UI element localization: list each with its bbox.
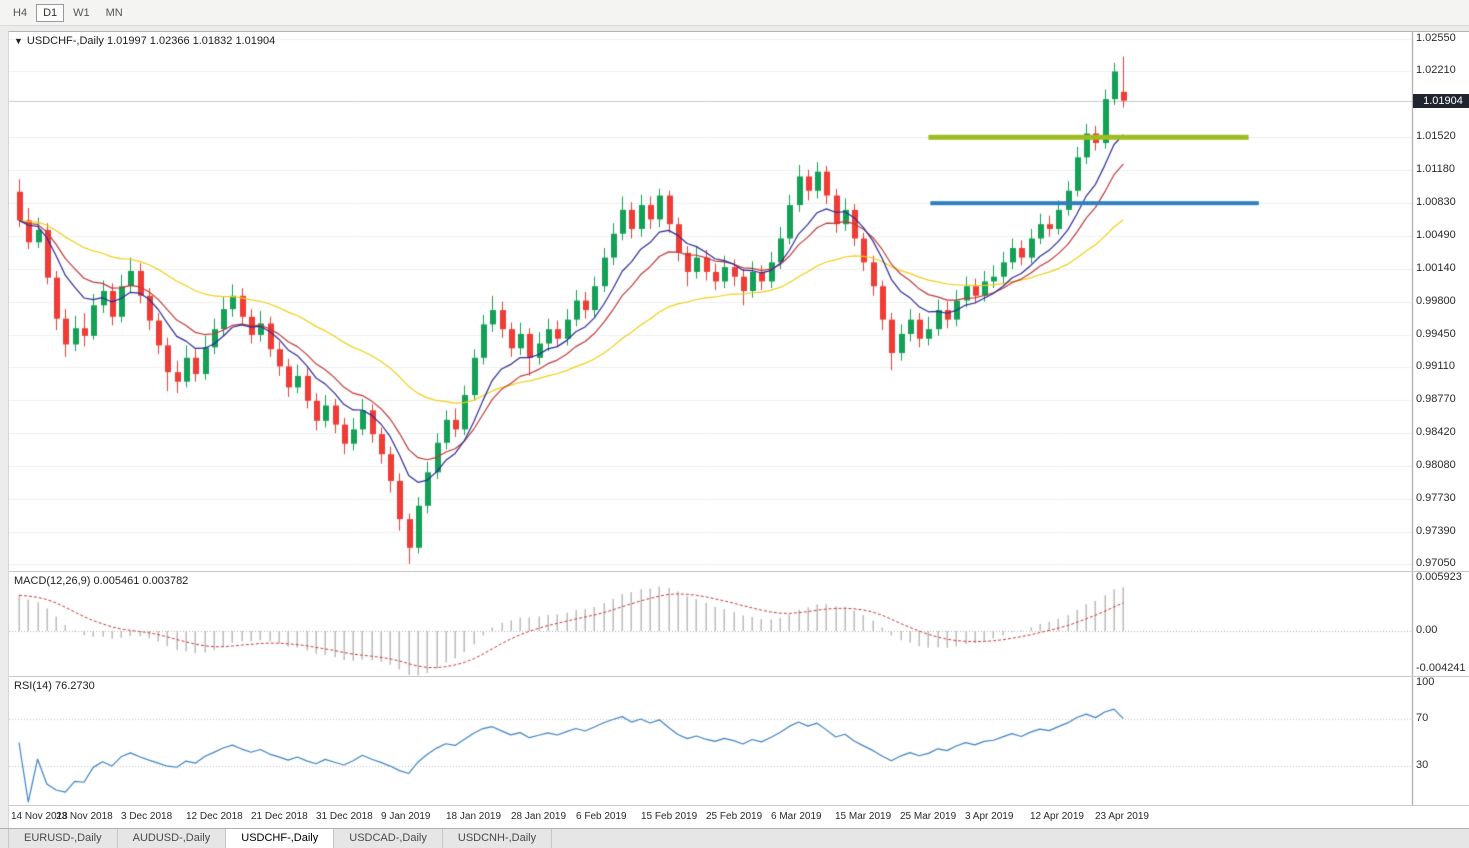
chart-title: ▼ USDCHF-,Daily 1.01997 1.02366 1.01832 1… [14, 35, 275, 47]
price-axis-label: 0.99800 [1416, 294, 1456, 307]
macd-values: 0.005461 0.003782 [93, 575, 189, 587]
panel-separator[interactable] [9, 676, 1469, 677]
price-axis-label: 1.02550 [1416, 32, 1456, 44]
price-axis-label: 0.97390 [1416, 524, 1456, 537]
current-price-badge: 1.01904 [1413, 93, 1469, 108]
panel-separator [9, 805, 1469, 806]
rsi-title: RSI(14) 76.2730 [14, 680, 95, 692]
date-label: 12 Apr 2019 [1030, 811, 1084, 822]
price-chart-canvas[interactable] [9, 32, 1469, 571]
main-chart-panel: ▼ USDCHF-,Daily 1.01997 1.02366 1.01832 1… [9, 32, 1469, 571]
macd-canvas[interactable] [9, 572, 1469, 676]
rsi-label: RSI(14) [14, 680, 52, 692]
price-axis-label: 0.98080 [1416, 458, 1456, 471]
price-axis-label: 1.01520 [1416, 130, 1456, 143]
macd-axis-label: 0.00 [1416, 624, 1438, 637]
chart-ohlc-values: 1.01997 1.02366 1.01832 1.01904 [106, 35, 276, 47]
price-axis-label: 1.00830 [1416, 196, 1456, 209]
date-label: 31 Dec 2018 [316, 811, 373, 822]
macd-title: MACD(12,26,9) 0.005461 0.003782 [14, 575, 188, 587]
date-label: 3 Apr 2019 [965, 811, 1014, 822]
tab-usdcad[interactable]: USDCAD-,Daily [334, 829, 443, 848]
price-axis-label: 0.98770 [1416, 392, 1456, 405]
price-axis-label: 0.97730 [1416, 492, 1456, 505]
timeframe-button-w1[interactable]: W1 [73, 6, 90, 19]
tab-usdcnh[interactable]: USDCNH-,Daily [443, 829, 553, 848]
date-label: 23 Nov 2018 [56, 811, 113, 822]
date-label: 6 Feb 2019 [576, 811, 627, 822]
macd-axis-label: 0.005923 [1416, 571, 1462, 583]
date-label: 15 Feb 2019 [641, 811, 698, 822]
macd-axis-label: -0.004241 [1416, 662, 1466, 674]
chart-window: ▼ USDCHF-,Daily 1.01997 1.02366 1.01832 1… [8, 31, 1469, 828]
rsi-axis-label: 70 [1416, 711, 1429, 724]
price-axis-label: 0.98420 [1416, 426, 1456, 439]
rsi-panel: RSI(14) 76.2730 100 70 30 [9, 676, 1469, 805]
date-label: 15 Mar 2019 [835, 811, 892, 822]
rsi-axis-label: 30 [1416, 759, 1429, 772]
rsi-axis-label: 100 [1416, 676, 1435, 688]
tab-audusd[interactable]: AUDUSD-,Daily [118, 829, 227, 848]
date-axis: 14 Nov 2018 23 Nov 2018 3 Dec 2018 12 Dec 2… [9, 806, 1469, 828]
rsi-canvas[interactable] [9, 677, 1469, 805]
collapse-icon[interactable]: ▼ [14, 36, 23, 46]
timeframe-button-h4[interactable]: H4 [13, 6, 28, 19]
timeframe-toolbar: H4 D1 W1 MN [0, 0, 1469, 26]
date-label: 9 Jan 2019 [381, 811, 431, 822]
chart-tab-bar: EURUSD-,Daily AUDUSD-,Daily USDCHF-,Dail… [0, 828, 1469, 848]
tab-usdchf[interactable]: USDCHF-,Daily [226, 829, 335, 848]
price-axis-label: 1.01180 [1416, 162, 1455, 175]
macd-panel: MACD(12,26,9) 0.005461 0.003782 0.005923… [9, 571, 1469, 676]
price-axis-label: 0.99450 [1416, 327, 1456, 340]
date-label: 23 Apr 2019 [1095, 811, 1149, 822]
date-label: 14 Nov 2018 [11, 811, 68, 822]
timeframe-button-d1[interactable]: D1 [36, 3, 65, 22]
price-axis-label: 0.97050 [1416, 557, 1456, 569]
price-axis-label: 0.99110 [1416, 360, 1455, 373]
price-axis-label: 1.02210 [1416, 64, 1456, 77]
rsi-value: 76.2730 [54, 680, 95, 692]
price-axis-label: 1.00490 [1416, 228, 1456, 241]
tab-eurusd[interactable]: EURUSD-,Daily [8, 829, 118, 848]
timeframe-button-mn[interactable]: MN [105, 6, 123, 19]
panel-separator[interactable] [9, 571, 1469, 572]
date-label: 12 Dec 2018 [186, 811, 243, 822]
date-label: 6 Mar 2019 [771, 811, 822, 822]
date-label: 18 Jan 2019 [446, 811, 502, 822]
date-label: 25 Mar 2019 [900, 811, 957, 822]
date-label: 28 Jan 2019 [511, 811, 567, 822]
date-label: 21 Dec 2018 [251, 811, 308, 822]
macd-label: MACD(12,26,9) [14, 575, 91, 587]
price-axis-label: 1.00140 [1416, 262, 1456, 275]
date-label: 3 Dec 2018 [121, 811, 173, 822]
date-label: 25 Feb 2019 [706, 811, 763, 822]
chart-symbol-title: USDCHF-,Daily [26, 35, 104, 47]
